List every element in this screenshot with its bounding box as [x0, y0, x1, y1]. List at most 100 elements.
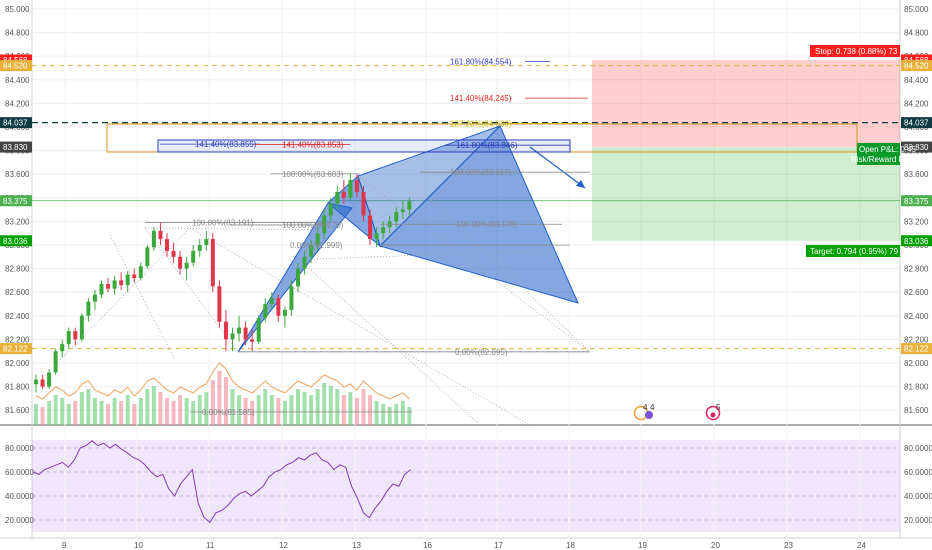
volume-bar — [282, 401, 287, 425]
price-tag-label: 83.830 — [904, 143, 929, 152]
candle-body — [296, 268, 300, 287]
candle-body — [348, 180, 353, 198]
dotted-line — [109, 234, 176, 361]
earnings-icon[interactable]: 4 4 — [633, 403, 656, 421]
price-tick-right: 84.800 — [904, 29, 929, 38]
candle-body — [328, 203, 333, 216]
news-icon[interactable]: 5 — [705, 403, 722, 421]
price-tick-right: 82.400 — [904, 312, 929, 321]
time-tick: 23 — [784, 541, 793, 550]
price-tick-right: 82.800 — [904, 265, 929, 274]
candle-body — [132, 274, 137, 279]
candle-body — [66, 331, 71, 345]
candle-body — [73, 331, 78, 340]
volume-bar — [250, 401, 255, 425]
volume-bar — [302, 392, 307, 425]
price-tick-left: 81.800 — [5, 383, 30, 392]
dotted-line — [289, 249, 561, 261]
candle-body — [263, 304, 268, 319]
volume-bar — [92, 398, 97, 425]
candle-body — [119, 280, 124, 286]
volume-bar — [256, 395, 261, 425]
price-tag-label: 82.122 — [904, 345, 929, 354]
price-tag — [901, 54, 932, 66]
time-tick: 12 — [279, 541, 288, 550]
fib-level-labels: 161.80%(84.554) 141.40%(84.245) 127.20%(84… — [145, 58, 590, 417]
rsi-tick-left: 80.0000 — [5, 444, 34, 453]
stop-zone — [592, 59, 900, 148]
rsi-line — [32, 440, 411, 524]
price-tick-right: 81.600 — [904, 406, 929, 415]
volume-bar — [335, 389, 340, 425]
volume-bar — [309, 395, 314, 425]
candle-body — [125, 274, 130, 286]
volume-bar — [269, 395, 274, 425]
volume-bars — [34, 362, 412, 425]
candle-body — [315, 233, 320, 245]
volume-bar — [34, 404, 38, 425]
time-tick: 11 — [206, 541, 215, 550]
rsi-tick-right: 40.0000 — [904, 492, 932, 501]
event-count: 4 — [643, 403, 648, 412]
candle-body — [309, 245, 314, 257]
candle-body — [165, 239, 169, 251]
price-tick-left: 83.200 — [5, 217, 30, 226]
candle-body — [171, 250, 176, 257]
price-tag-label: 84.520 — [904, 62, 929, 71]
fib-level-label: 100.00%(83.191) — [192, 218, 254, 227]
event-dot-icon — [645, 411, 653, 419]
price-tags: 84.56884.52084.03783.83083.37583.03682.1… — [0, 54, 932, 355]
price-tag-label: 84.037 — [904, 119, 929, 128]
event-icons[interactable]: 4 4 5 — [633, 403, 722, 421]
dotted-line — [144, 227, 331, 231]
price-tick-left: 84.400 — [5, 76, 30, 85]
volume-bar — [381, 404, 386, 425]
volume-bar — [328, 386, 333, 425]
candle-body — [335, 191, 340, 204]
volume-bar — [354, 398, 359, 425]
price-tag — [901, 60, 932, 72]
price-tag — [901, 235, 932, 247]
fib-level-label: 100.00%(83.603) — [282, 170, 344, 179]
price-tick-right: 84.400 — [904, 76, 929, 85]
time-tick: 9 — [62, 541, 67, 550]
volume-bar — [99, 401, 104, 425]
price-tag — [0, 117, 32, 129]
candle-body — [243, 327, 248, 340]
candle-body — [210, 239, 215, 287]
stop-label-box — [810, 45, 900, 57]
pnl-label-box — [857, 143, 900, 165]
price-tag-label: 83.830 — [3, 143, 28, 152]
volume-bar — [217, 371, 222, 425]
volume-bar — [400, 401, 405, 425]
price-tag — [0, 343, 32, 355]
fib-cluster-box[interactable] — [157, 139, 571, 153]
candle-body — [204, 239, 209, 245]
price-tag — [0, 60, 32, 72]
candle-body — [289, 286, 294, 310]
candle-body — [40, 379, 45, 387]
volume-bar — [296, 389, 300, 425]
volume-bar — [322, 383, 327, 425]
volume-bar — [158, 392, 163, 425]
volume-bar — [394, 404, 399, 425]
candle-body — [112, 280, 117, 289]
price-tag-label: 83.036 — [3, 237, 28, 246]
volume-bar — [79, 392, 84, 425]
dotted-line — [419, 189, 591, 353]
volume-bar — [66, 404, 71, 425]
volume-bar — [145, 389, 150, 425]
rsi-tick-right: 20.0000 — [904, 516, 932, 525]
time-tick: 17 — [494, 541, 503, 550]
event-count: 5 — [716, 403, 721, 412]
volume-bar — [40, 407, 45, 425]
fib-level-label: 0.00%(81.585) — [202, 408, 255, 417]
price-tick-left: 82.600 — [5, 288, 30, 297]
volume-bar — [171, 401, 176, 425]
candle-body — [341, 191, 346, 198]
rsi-tick-right: 80.0000 — [904, 444, 932, 453]
candle-body — [394, 211, 399, 222]
fib-level-label: 100.00%(83.170) — [282, 221, 344, 230]
